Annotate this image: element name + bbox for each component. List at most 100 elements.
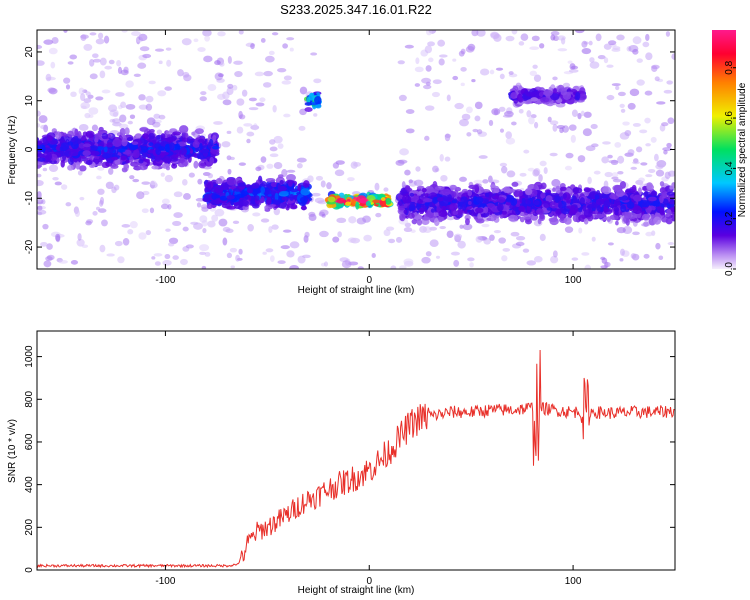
heatmap-cell [559, 186, 567, 192]
heatmap-noise-cell [119, 123, 129, 129]
heatmap-noise-cell [92, 211, 98, 216]
heatmap-noise-cell [538, 174, 543, 182]
heatmap-cell [158, 146, 165, 151]
heatmap-cell [594, 213, 604, 219]
heatmap-cell [272, 199, 281, 205]
heatmap-noise-cell [154, 48, 165, 52]
heatmap-noise-cell [229, 247, 238, 253]
heatmap-cell [160, 133, 166, 140]
heatmap-cell [418, 207, 425, 215]
heatmap-noise-cell [556, 125, 566, 130]
heatmap-cell [303, 180, 310, 188]
heatmap-cell [270, 190, 276, 196]
heatmap-cell [485, 192, 490, 198]
heatmap-noise-cell [619, 103, 625, 108]
heatmap-noise-cell [460, 82, 465, 87]
heatmap-cell [209, 157, 215, 165]
heatmap-cell [226, 205, 237, 210]
heatmap-noise-cell [332, 236, 340, 243]
heatmap-noise-cell [415, 166, 421, 172]
heatmap-cell [226, 195, 235, 200]
heatmap-noise-cell [203, 55, 213, 63]
heatmap-cell [251, 182, 260, 189]
heatmap-cell [398, 200, 403, 206]
heatmap-cell [270, 181, 279, 188]
heatmap-noise-cell [141, 181, 151, 185]
heatmap-noise-cell [650, 136, 657, 143]
heatmap-noise-cell [88, 107, 99, 115]
heatmap-noise-cell [473, 179, 484, 185]
heatmap-cell [441, 188, 451, 196]
heatmap-noise-cell [222, 237, 228, 246]
heatmap-noise-cell [182, 179, 188, 186]
spectrogram-xtick-label: 100 [565, 275, 582, 286]
heatmap-cell [203, 193, 213, 199]
heatmap-noise-cell [518, 108, 524, 114]
heatmap-noise-cell [595, 33, 602, 42]
heatmap-noise-cell [543, 167, 548, 174]
heatmap-cell [416, 185, 425, 190]
heatmap-noise-cell [156, 129, 163, 135]
heatmap-noise-cell [347, 177, 355, 182]
heatmap-cell [355, 201, 360, 210]
heatmap-noise-cell [632, 122, 641, 127]
heatmap-noise-cell [539, 233, 546, 242]
heatmap-noise-cell [158, 60, 163, 65]
heatmap-cell [418, 190, 424, 195]
heatmap-noise-cell [557, 48, 568, 52]
heatmap-noise-cell [639, 129, 648, 134]
heatmap-noise-cell [427, 41, 435, 47]
heatmap-noise-cell [311, 192, 321, 197]
heatmap-noise-cell [217, 31, 226, 37]
heatmap-cell [483, 206, 489, 214]
heatmap-noise-cell [645, 33, 650, 42]
heatmap-noise-cell [665, 31, 671, 37]
heatmap-cell [552, 187, 556, 192]
heatmap-cell [79, 165, 87, 172]
heatmap-noise-cell [446, 230, 454, 239]
colorbar: 0.0 0.2 0.4 0.6 0.8 Normalized spectral ampl… [712, 30, 748, 276]
snr-xtick-label: -100 [155, 576, 175, 587]
chart-title: S233.2025.347.16.01.R22 [280, 2, 432, 17]
heatmap-noise-cell [145, 95, 154, 103]
heatmap-noise-cell [111, 186, 117, 194]
heatmap-noise-cell [399, 148, 409, 156]
heatmap-noise-cell [424, 45, 433, 54]
heatmap-noise-cell [48, 164, 59, 172]
snr-ytick-label: 800 [24, 391, 35, 408]
heatmap-noise-cell [114, 240, 123, 247]
heatmap-noise-cell [630, 253, 637, 259]
heatmap-noise-cell [217, 93, 226, 100]
heatmap-noise-cell [560, 37, 566, 45]
heatmap-cell [502, 186, 511, 194]
heatmap-noise-cell [526, 110, 532, 118]
heatmap-noise-cell [600, 256, 606, 260]
heatmap-noise-cell [508, 71, 514, 75]
heatmap-cell [67, 164, 74, 171]
heatmap-noise-cell [459, 224, 464, 229]
heatmap-cell [154, 154, 162, 162]
heatmap-cell [437, 197, 444, 202]
heatmap-cell [659, 181, 665, 187]
heatmap-cell [207, 182, 212, 190]
heatmap-noise-cell [80, 34, 87, 42]
heatmap-noise-cell [83, 43, 93, 51]
heatmap-cell [264, 189, 272, 195]
heatmap-noise-cell [65, 202, 72, 207]
heatmap-cell [132, 150, 140, 159]
heatmap-noise-cell [89, 32, 97, 36]
heatmap-noise-cell [180, 258, 188, 266]
heatmap-cell [345, 201, 351, 206]
heatmap-cell [169, 157, 179, 162]
heatmap-noise-cell [550, 34, 556, 41]
heatmap-noise-cell [549, 120, 559, 125]
heatmap-noise-cell [615, 85, 620, 91]
heatmap-noise-cell [42, 167, 48, 172]
heatmap-noise-cell [78, 124, 89, 131]
heatmap-noise-cell [121, 30, 128, 33]
heatmap-noise-cell [480, 68, 490, 76]
heatmap-cell [499, 214, 504, 219]
heatmap-cell [595, 198, 605, 205]
